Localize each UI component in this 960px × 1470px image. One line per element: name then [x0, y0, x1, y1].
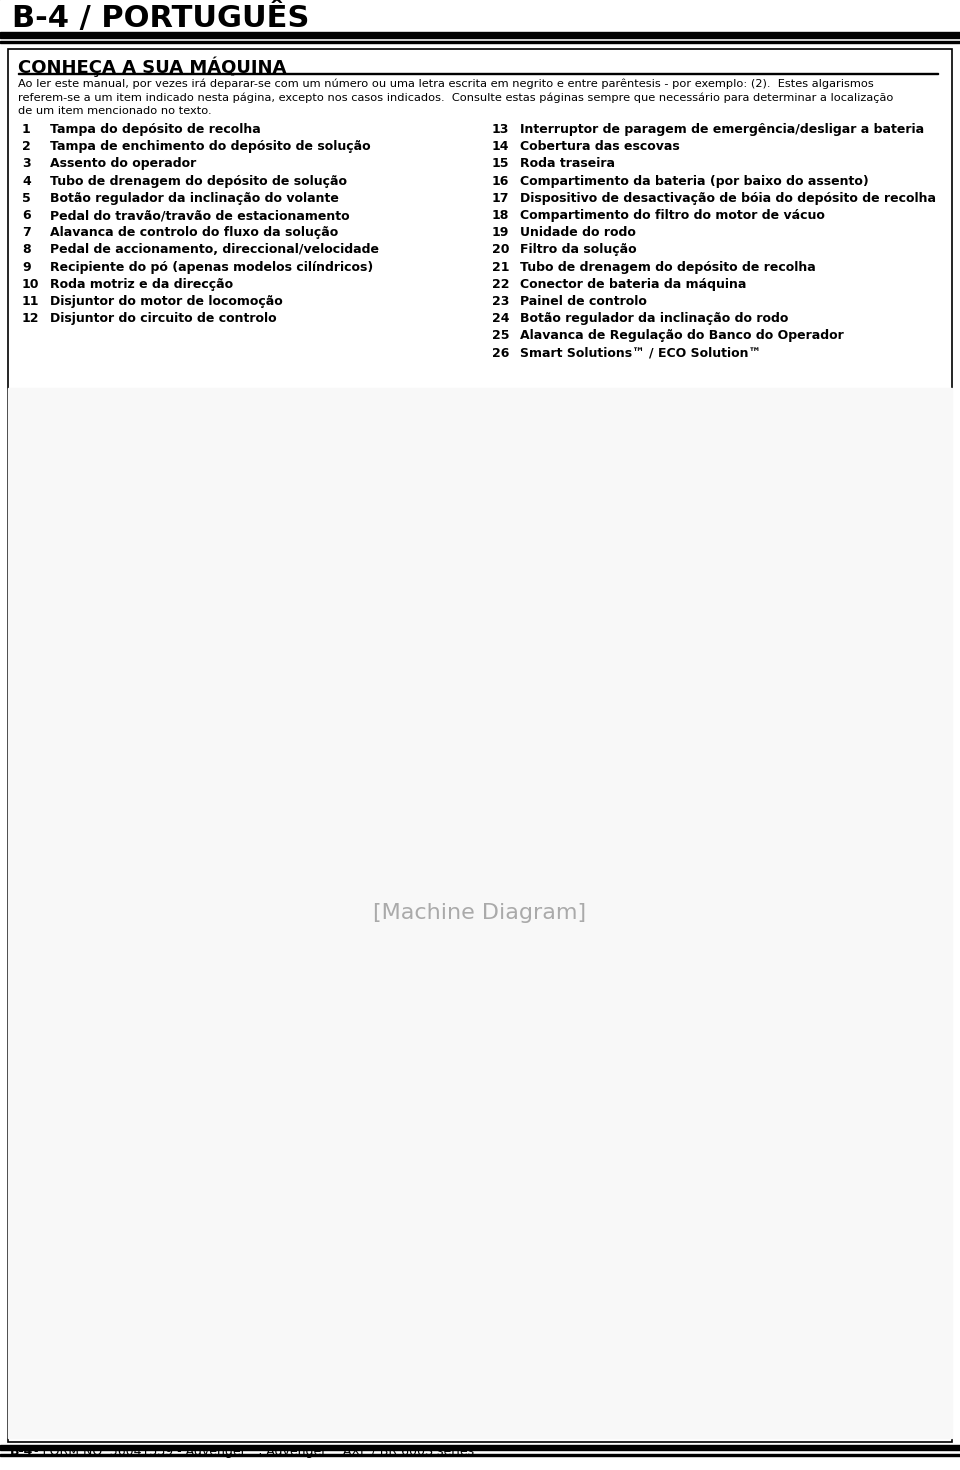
Text: Tampa de enchimento do depósito de solução: Tampa de enchimento do depósito de soluç…	[50, 140, 371, 153]
Text: 1: 1	[22, 123, 31, 137]
Text: Tubo de drenagem do depósito de solução: Tubo de drenagem do depósito de solução	[50, 175, 347, 188]
Text: Unidade do rodo: Unidade do rodo	[520, 226, 636, 240]
Text: Botão regulador da inclinação do volante: Botão regulador da inclinação do volante	[50, 191, 339, 204]
Text: Tubo de drenagem do depósito de recolha: Tubo de drenagem do depósito de recolha	[520, 260, 816, 273]
Text: 22: 22	[492, 278, 510, 291]
Text: Interruptor de paragem de emergência/desligar a bateria: Interruptor de paragem de emergência/des…	[520, 123, 924, 137]
Text: 8: 8	[22, 244, 31, 256]
Text: Ao ler este manual, por vezes irá deparar-se com um número ou uma letra escrita : Ao ler este manual, por vezes irá depara…	[18, 78, 874, 88]
Text: 19: 19	[492, 226, 510, 240]
Bar	[0, 41, 960, 43]
Text: B-4 / PORTUGUÊS: B-4 / PORTUGUÊS	[12, 1, 309, 32]
Bar	[8, 388, 952, 1438]
Bar	[0, 1445, 960, 1449]
Text: referem-se a um item indicado nesta página, excepto nos casos indicados.  Consul: referem-se a um item indicado nesta pági…	[18, 93, 894, 103]
Text: 2: 2	[22, 140, 31, 153]
Text: 14: 14	[492, 140, 510, 153]
Text: [Machine Diagram]: [Machine Diagram]	[373, 903, 587, 923]
Bar	[0, 0, 960, 35]
Text: 4: 4	[22, 175, 31, 188]
Text: 23: 23	[492, 295, 510, 309]
Text: Botão regulador da inclinação do rodo: Botão regulador da inclinação do rodo	[520, 312, 788, 325]
Text: B-4: B-4	[10, 1445, 34, 1458]
Text: Assento do operador: Assento do operador	[50, 157, 196, 171]
Text: Alavanca de Regulação do Banco do Operador: Alavanca de Regulação do Banco do Operad…	[520, 329, 844, 343]
Text: Conector de bateria da máquina: Conector de bateria da máquina	[520, 278, 746, 291]
Text: 10: 10	[22, 278, 39, 291]
Text: 25: 25	[492, 329, 510, 343]
Bar	[0, 0, 960, 35]
Text: 3: 3	[22, 157, 31, 171]
Text: Tampa do depósito de recolha: Tampa do depósito de recolha	[50, 123, 261, 137]
Text: 16: 16	[492, 175, 510, 188]
Text: 12: 12	[22, 312, 39, 325]
Text: Compartimento do filtro do motor de vácuo: Compartimento do filtro do motor de vácu…	[520, 209, 825, 222]
Text: 24: 24	[492, 312, 510, 325]
Text: 18: 18	[492, 209, 510, 222]
Text: Disjuntor do motor de locomoção: Disjuntor do motor de locomoção	[50, 295, 283, 309]
Text: Disjuntor do circuito de controlo: Disjuntor do circuito de controlo	[50, 312, 276, 325]
Text: 7: 7	[22, 226, 31, 240]
Text: Painel de controlo: Painel de controlo	[520, 295, 647, 309]
Text: Alavanca de controlo do fluxo da solução: Alavanca de controlo do fluxo da solução	[50, 226, 338, 240]
Text: 5: 5	[22, 191, 31, 204]
Text: 11: 11	[22, 295, 39, 309]
Text: Recipiente do pó (apenas modelos cilíndricos): Recipiente do pó (apenas modelos cilíndr…	[50, 260, 373, 273]
Text: Roda traseira: Roda traseira	[520, 157, 615, 171]
Text: Roda motriz e da direcção: Roda motriz e da direcção	[50, 278, 233, 291]
Text: Smart Solutions™ / ECO Solution™: Smart Solutions™ / ECO Solution™	[520, 347, 761, 360]
Text: Dispositivo de desactivação de bóia do depósito de recolha: Dispositivo de desactivação de bóia do d…	[520, 191, 936, 204]
Text: 26: 26	[492, 347, 510, 360]
Text: Cobertura das escovas: Cobertura das escovas	[520, 140, 680, 153]
Text: Pedal do travão/travão de estacionamento: Pedal do travão/travão de estacionamento	[50, 209, 349, 222]
Text: Filtro da solução: Filtro da solução	[520, 244, 636, 256]
Text: 21: 21	[492, 260, 510, 273]
Text: 17: 17	[492, 191, 510, 204]
Text: 6: 6	[22, 209, 31, 222]
Text: - FORM NO. 56041539 - Advenger™, Advenger™ AXP / BR 600S series: - FORM NO. 56041539 - Advenger™, Advenge…	[30, 1445, 474, 1458]
Text: Compartimento da bateria (por baixo do assento): Compartimento da bateria (por baixo do a…	[520, 175, 869, 188]
Text: 20: 20	[492, 244, 510, 256]
Text: 15: 15	[492, 157, 510, 171]
Bar	[0, 1454, 960, 1455]
Text: Pedal de accionamento, direccional/velocidade: Pedal de accionamento, direccional/veloc…	[50, 244, 379, 256]
Bar	[0, 32, 960, 38]
Text: 9: 9	[22, 260, 31, 273]
Text: de um item mencionado no texto.: de um item mencionado no texto.	[18, 106, 211, 116]
Text: 13: 13	[492, 123, 510, 137]
Text: CONHEÇA A SUA MÁQUINA: CONHEÇA A SUA MÁQUINA	[18, 56, 286, 76]
